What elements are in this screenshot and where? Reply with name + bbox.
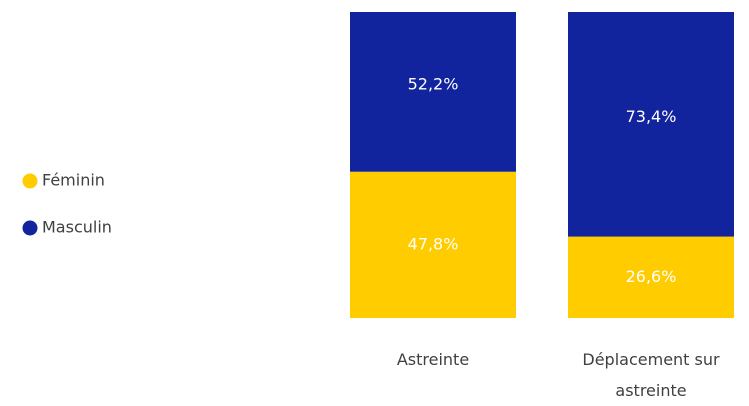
bar-segment: [568, 12, 734, 237]
data-label: 52,2%: [408, 74, 459, 93]
legend-marker: [22, 220, 38, 236]
data-label: 47,8%: [408, 234, 459, 253]
legend-marker: [22, 173, 38, 189]
bar-segment: [350, 12, 516, 172]
data-label: 73,4%: [626, 107, 677, 126]
legend-label: Féminin: [42, 171, 105, 190]
x-tick-label: Déplacement sur astreinte: [582, 350, 720, 400]
legend-label: Masculin: [42, 218, 112, 237]
bar-segment: [568, 236, 734, 318]
data-label: 26,6%: [626, 267, 677, 286]
bar-segment: [350, 171, 516, 318]
x-tick-label: Astreinte: [396, 350, 470, 369]
